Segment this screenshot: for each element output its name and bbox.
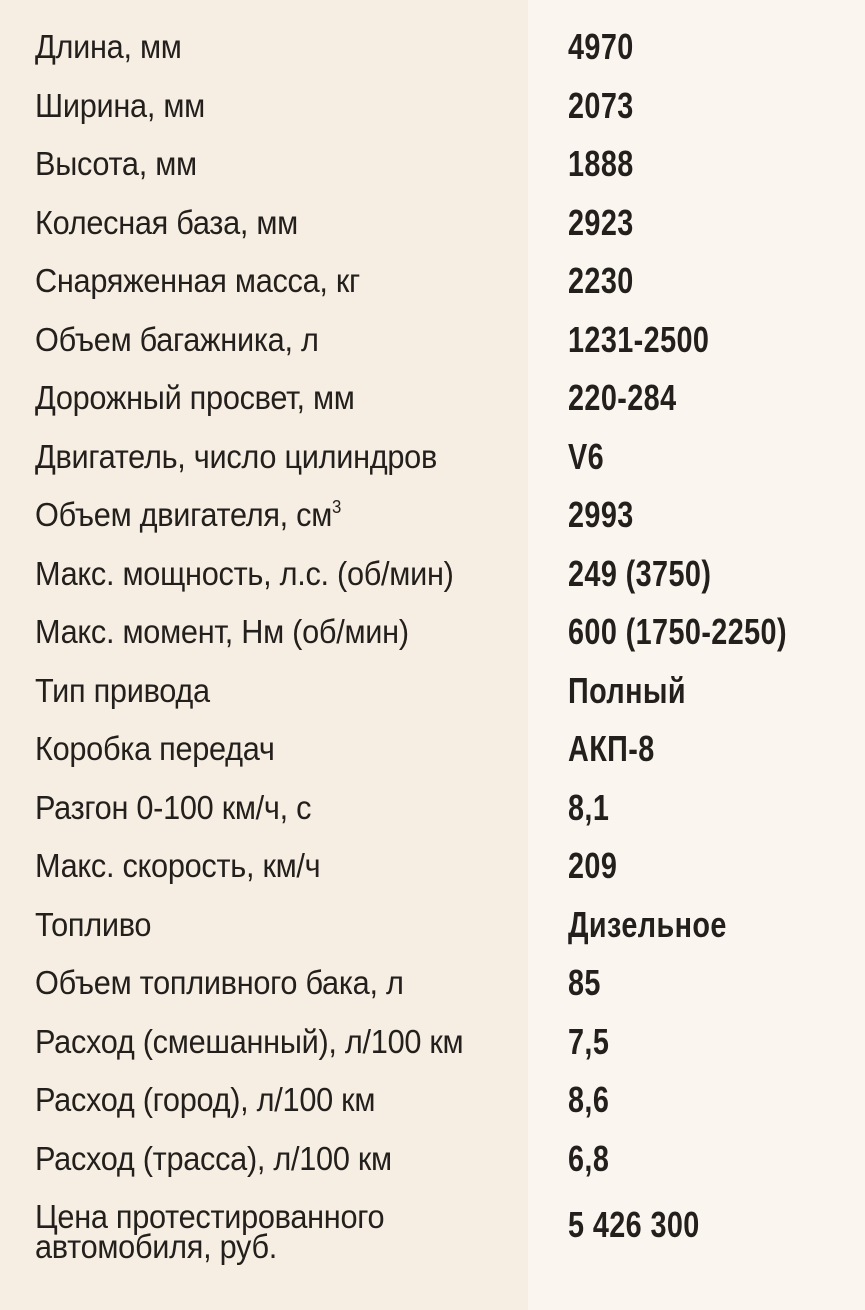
- spec-label: Макс. момент, Нм (об/мин): [35, 603, 409, 661]
- spec-label-text: Расход (город), л/100 км: [35, 1081, 376, 1118]
- spec-value: 2993: [568, 494, 634, 535]
- spec-label-text: Разгон 0-100 км/ч, с: [35, 788, 312, 826]
- spec-row: Расход (трасса), л/100 км 6,8: [0, 1130, 865, 1188]
- spec-label-text: Длина, мм: [35, 28, 182, 65]
- spec-row: Разгон 0-100 км/ч, с 8,1: [0, 779, 865, 837]
- spec-value: 6,8: [568, 1137, 610, 1179]
- label-column-background: [0, 0, 528, 1310]
- spec-label-line2: автомобиля, руб.: [35, 1228, 278, 1265]
- spec-row: Тип привода Полный: [0, 662, 865, 720]
- spec-value: 7,5: [568, 1020, 610, 1062]
- spec-row: Коробка передач АКП-8: [0, 720, 865, 778]
- spec-row: Двигатель, число цилиндров V6: [0, 428, 865, 486]
- spec-label: Ширина, мм: [35, 77, 205, 135]
- spec-row: Макс. момент, Нм (об/мин) 600 (1750-2250): [0, 603, 865, 661]
- spec-row: Макс. мощность, л.с. (об/мин) 249 (3750): [0, 545, 865, 603]
- spec-value: 85: [568, 962, 601, 1003]
- spec-value: 249 (3750): [568, 552, 712, 594]
- spec-value: 1888: [568, 143, 634, 184]
- spec-value: 209: [568, 845, 618, 886]
- spec-label: Снаряженная масса, кг: [35, 252, 360, 310]
- spec-label-text: Расход (трасса), л/100 км: [35, 1139, 392, 1177]
- spec-row: Расход (город), л/100 км 8,6: [0, 1071, 865, 1129]
- spec-row: Объем багажника, л 1231-2500: [0, 311, 865, 369]
- spec-label: Макс. мощность, л.с. (об/мин): [35, 545, 454, 603]
- spec-label-text: Макс. мощность, л.с. (об/мин): [35, 554, 454, 592]
- spec-value: 2230: [568, 260, 634, 301]
- spec-label: Расход (трасса), л/100 км: [35, 1130, 392, 1188]
- spec-label: Топливо: [35, 896, 151, 954]
- spec-label-text: Объем багажника, л: [35, 320, 319, 358]
- spec-label: Дорожный просвет, мм: [35, 369, 355, 427]
- spec-value: 2923: [568, 201, 634, 243]
- spec-row: Снаряженная масса, кг 2230: [0, 252, 865, 310]
- spec-value: 8,1: [568, 786, 610, 828]
- spec-label: Коробка передач: [35, 720, 275, 778]
- spec-value: 600 (1750-2250): [568, 611, 787, 652]
- spec-label: Расход (город), л/100 км: [35, 1071, 375, 1129]
- spec-label-text: Объем топливного бака, л: [35, 964, 404, 1001]
- spec-row: Ширина, мм 2073: [0, 77, 865, 135]
- spec-value: 5 426 300: [568, 1204, 700, 1245]
- spec-label: Объем топливного бака, л: [35, 954, 404, 1012]
- spec-row: Длина, мм 4970: [0, 18, 865, 76]
- spec-value: 4970: [568, 26, 634, 67]
- spec-label: Длина, мм: [35, 18, 182, 76]
- spec-label: Разгон 0-100 км/ч, с: [35, 779, 311, 837]
- spec-label: Колесная база, мм: [35, 194, 298, 252]
- spec-label-text: Объем двигателя, см: [35, 496, 333, 533]
- spec-value: Дизельное: [568, 903, 727, 945]
- spec-label-text: Топливо: [35, 905, 152, 943]
- spec-row: Расход (смешанный), л/100 км 7,5: [0, 1013, 865, 1071]
- spec-label: Двигатель, число цилиндров: [35, 428, 437, 486]
- spec-label-text: Двигатель, число цилиндров: [35, 437, 438, 475]
- spec-row: Топливо Дизельное: [0, 896, 865, 954]
- spec-label-text: Дорожный просвет, мм: [35, 379, 355, 416]
- spec-label: Объем двигателя, см3: [35, 486, 341, 544]
- spec-row: Высота, мм 1888: [0, 135, 865, 193]
- spec-label-text: Снаряженная масса, кг: [35, 262, 360, 299]
- spec-label: Цена протестированного автомобиля, руб.: [35, 1200, 385, 1265]
- spec-label-text: Тип привода: [35, 671, 210, 709]
- spec-label-text: Цена протестированного: [35, 1198, 385, 1235]
- spec-row: Объем двигателя, см3 2993: [0, 486, 865, 544]
- spec-row: Объем топливного бака, л 85: [0, 954, 865, 1012]
- spec-value: V6: [568, 435, 605, 477]
- spec-label-text: Макс. скорость, км/ч: [35, 847, 321, 884]
- spec-label-text: Ширина, мм: [35, 86, 205, 124]
- spec-label: Расход (смешанный), л/100 км: [35, 1013, 464, 1071]
- spec-value: 8,6: [568, 1079, 610, 1120]
- spec-value: Полный: [568, 669, 686, 711]
- spec-label: Высота, мм: [35, 135, 197, 193]
- spec-label-text: Макс. момент, Нм (об/мин): [35, 613, 409, 650]
- spec-row: Колесная база, мм 2923: [0, 194, 865, 252]
- spec-label: Тип привода: [35, 662, 210, 720]
- spec-label: Макс. скорость, км/ч: [35, 837, 321, 895]
- spec-value: 1231-2500: [568, 318, 710, 360]
- spec-row: Дорожный просвет, мм 220-284: [0, 369, 865, 427]
- spec-value: 220-284: [568, 377, 677, 418]
- spec-row: Цена протестированного автомобиля, руб. 5 …: [0, 1196, 865, 1263]
- spec-label-text: Расход (смешанный), л/100 км: [35, 1022, 464, 1060]
- spec-value: АКП-8: [568, 728, 655, 769]
- spec-label-text: Коробка передач: [35, 730, 275, 767]
- spec-label-text: Колесная база, мм: [35, 203, 299, 241]
- spec-label: Объем багажника, л: [35, 311, 319, 369]
- spec-value: 2073: [568, 84, 634, 126]
- superscript: 3: [332, 497, 342, 517]
- spec-row: Макс. скорость, км/ч 209: [0, 837, 865, 895]
- spec-label-text: Высота, мм: [35, 145, 197, 182]
